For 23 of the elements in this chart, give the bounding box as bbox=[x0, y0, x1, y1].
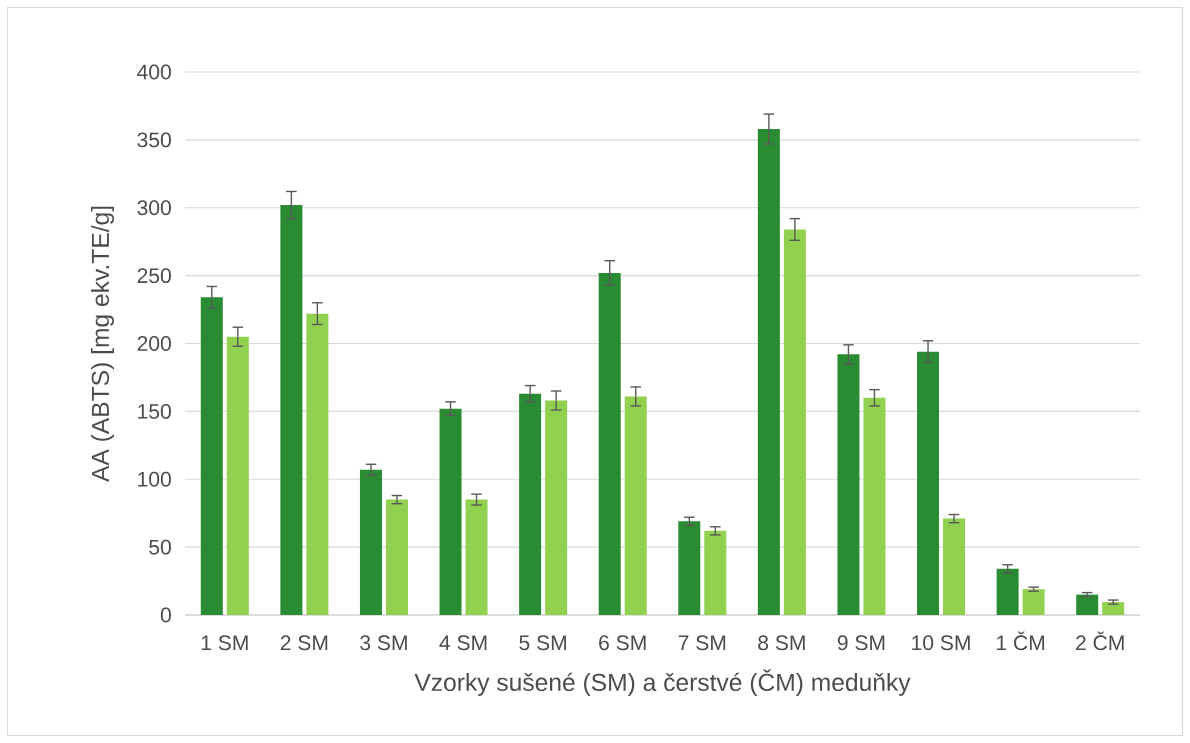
y-tick-label: 50 bbox=[149, 539, 171, 555]
y-tick-label: 0 bbox=[160, 607, 171, 623]
x-tick-label: 7 SM bbox=[678, 635, 726, 651]
y-tick-label: 100 bbox=[138, 471, 171, 487]
x-tick-label: 8 SM bbox=[758, 635, 805, 651]
x-tick-label: 9 SM bbox=[837, 635, 885, 651]
x-tick-label: 5 SM bbox=[519, 635, 566, 651]
y-tick-label: 150 bbox=[138, 403, 171, 419]
x-tick-label: 1 ČM bbox=[997, 631, 1045, 651]
x-tick-label: 6 SM bbox=[599, 635, 646, 651]
y-axis-title: AA (ABTS) [mg ekv.TE/g] bbox=[91, 206, 114, 482]
x-tick-label: 2 ČM bbox=[1076, 631, 1124, 651]
y-tick-label: 350 bbox=[137, 132, 171, 148]
x-tick-label: 1 SM bbox=[201, 635, 248, 651]
x-tick-label: 10 SM bbox=[912, 635, 970, 651]
x-tick-label: 2 SM bbox=[280, 635, 328, 651]
y-tick-label: 250 bbox=[137, 268, 171, 284]
x-tick-label: 3 SM bbox=[360, 635, 407, 651]
y-tick-label: 300 bbox=[137, 200, 171, 216]
x-axis-title: Vzorky sušené (SM) a čerstvé (ČM) meduňky bbox=[414, 669, 911, 696]
x-tick-label: 4 SM bbox=[439, 635, 487, 651]
y-tick-label: 200 bbox=[137, 336, 171, 351]
y-tick-label: 400 bbox=[137, 64, 171, 80]
